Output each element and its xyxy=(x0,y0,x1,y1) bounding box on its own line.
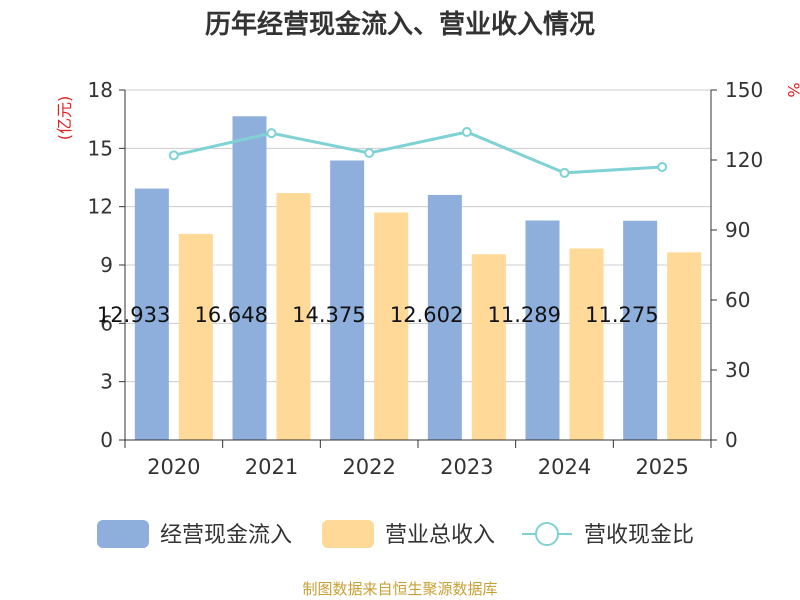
legend-label-revenue: 营业总收入 xyxy=(385,523,495,548)
right-tick-label: 150 xyxy=(725,78,763,102)
ratio-point-2021 xyxy=(266,128,277,139)
x-tick-label: 2025 xyxy=(635,455,688,479)
ratio-point-2020 xyxy=(168,150,179,161)
gridlines xyxy=(125,89,711,383)
right-tick-label: 30 xyxy=(725,358,750,382)
source-note: 制图数据来自恒生聚源数据库 xyxy=(302,580,498,598)
bar-revenue-2022 xyxy=(374,212,409,440)
bar-cashflow-2020 xyxy=(134,188,169,440)
bar-cashflow-2023 xyxy=(427,194,462,440)
chart-title: 历年经营现金流入、营业收入情况 xyxy=(204,10,595,40)
x-tick-label: 2024 xyxy=(538,455,591,479)
axes: 0 3 6 9 12 15 18 0 30 60 90 120 150 2020 2021 2022 2023 2… xyxy=(55,78,800,479)
ratio-point-2025 xyxy=(657,162,668,172)
bar-cashflow-2022 xyxy=(330,160,365,440)
bar-cashflow-2021 xyxy=(232,116,267,441)
x-tick-label: 2023 xyxy=(440,455,493,479)
right-axis-unit: % xyxy=(784,82,800,97)
bar-revenue-2025 xyxy=(667,252,702,440)
left-tick-label: 0 xyxy=(100,428,113,452)
data-label-cashflow-2020: 12.933 xyxy=(97,303,170,327)
legend-label-cashflow: 经营现金流入 xyxy=(160,523,292,548)
ratio-point-2022 xyxy=(364,148,375,158)
bar-revenue-2023 xyxy=(471,254,506,440)
ratio-point-2023 xyxy=(461,127,472,137)
ratio-point-2024 xyxy=(559,167,570,178)
x-tick-label: 2020 xyxy=(147,455,200,479)
legend-swatch-cashflow xyxy=(97,520,149,548)
left-tick-label: 9 xyxy=(100,253,113,277)
ratio-line-path xyxy=(173,130,663,175)
left-tick-label: 15 xyxy=(88,136,113,160)
left-tick-label: 18 xyxy=(88,78,113,102)
left-tick-label: 12 xyxy=(88,195,113,219)
right-tick-label: 0 xyxy=(725,428,738,452)
bar-revenue-2024 xyxy=(569,248,604,440)
data-label-cashflow-2021: 16.648 xyxy=(195,303,268,327)
bar-revenue-2021 xyxy=(276,193,311,440)
data-label-cashflow-2024: 11.289 xyxy=(488,303,561,327)
bars xyxy=(134,116,702,441)
x-tick-label: 2022 xyxy=(342,455,395,479)
left-axis-unit: (亿元) xyxy=(55,96,74,141)
data-labels: 12.933 16.648 14.375 12.602 11.289 11.275 xyxy=(97,303,659,327)
legend-label-ratio: 营收现金比 xyxy=(584,523,694,548)
data-label-cashflow-2023: 12.602 xyxy=(390,303,463,327)
left-tick-label: 6 xyxy=(100,311,113,335)
bar-cashflow-2025 xyxy=(623,220,658,440)
data-label-cashflow-2025: 11.275 xyxy=(585,303,658,327)
left-tick-label: 3 xyxy=(100,370,113,394)
data-label-cashflow-2022: 14.375 xyxy=(292,303,365,327)
right-tick-label: 120 xyxy=(725,148,763,172)
bar-revenue-2020 xyxy=(178,233,213,440)
legend-swatch-revenue xyxy=(322,520,374,548)
right-tick-label: 60 xyxy=(725,288,750,312)
ratio-line xyxy=(168,127,668,178)
legend: 经营现金流入 营业总收入 营收现金比 xyxy=(97,520,694,548)
bar-cashflow-2024 xyxy=(525,220,560,440)
x-tick-label: 2021 xyxy=(245,455,298,479)
right-tick-label: 90 xyxy=(725,218,750,242)
legend-marker-ratio xyxy=(535,522,559,546)
